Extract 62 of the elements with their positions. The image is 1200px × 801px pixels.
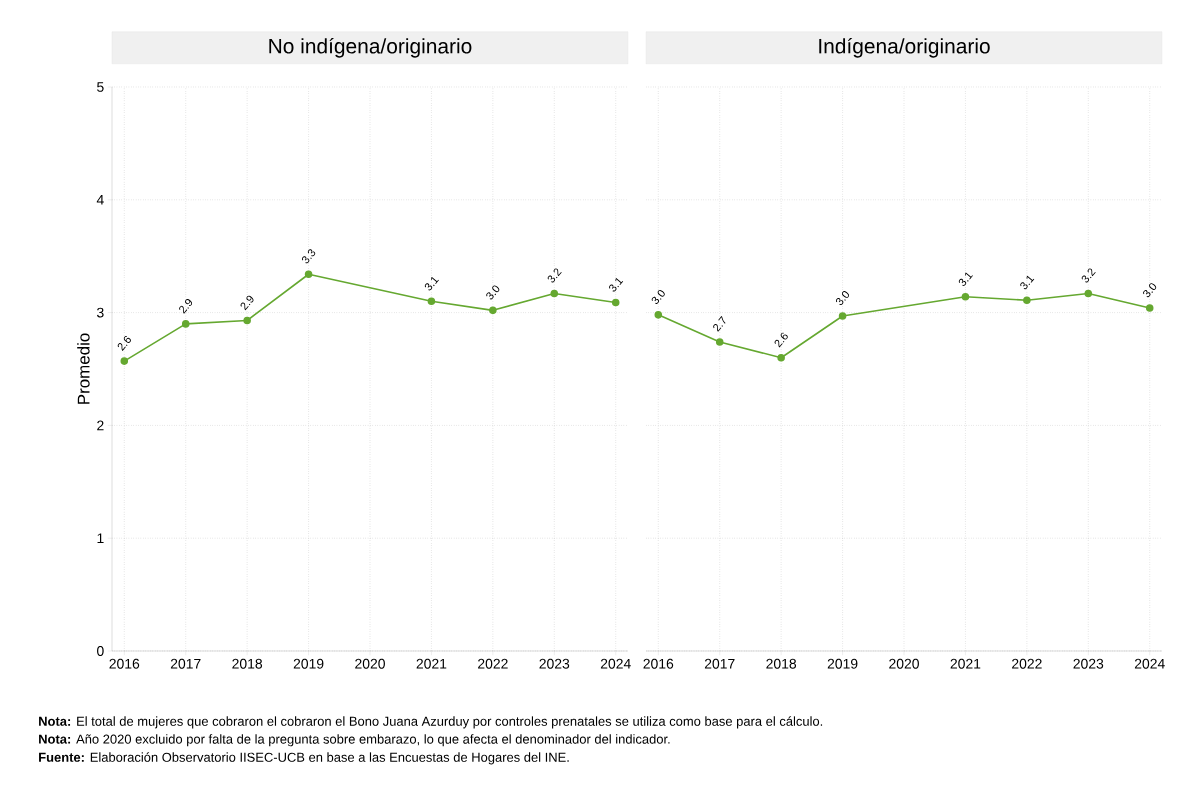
data-label: 3.0 xyxy=(835,291,850,306)
data-label: 2.7 xyxy=(713,316,726,332)
point xyxy=(304,270,313,279)
data-label: 3.1 xyxy=(609,278,624,292)
x-tick-label: 2017 xyxy=(170,658,201,669)
x-tick-label: 2016 xyxy=(109,658,140,669)
y-tick-label: 2 xyxy=(97,420,104,431)
x-tick-label: 2018 xyxy=(766,658,797,669)
x-tick-label: 2016 xyxy=(643,658,674,669)
point xyxy=(120,357,129,365)
y-tick-label: 5 xyxy=(97,82,104,92)
data-label: 3.2 xyxy=(547,268,562,283)
x-tick-label: 2024 xyxy=(1134,658,1165,669)
point xyxy=(654,311,663,319)
y-tick-label: 0 xyxy=(97,646,104,656)
x-tick-label: 2024 xyxy=(600,658,631,669)
data-label: 3.3 xyxy=(301,249,316,264)
data-label: 2.6 xyxy=(117,336,131,351)
y-tick-label: 4 xyxy=(96,195,104,205)
point xyxy=(427,297,436,306)
data-label: 2.9 xyxy=(179,299,193,314)
point xyxy=(1023,296,1031,304)
text: Nota: El total de mujeres que cobraron el cobraron el Bono Juana Azurduy por controles prenatales se utiliza como base para el cálculo. xyxy=(39,716,823,729)
point xyxy=(961,293,970,301)
point xyxy=(550,289,559,298)
x-tick-label: 2023 xyxy=(539,658,570,669)
point xyxy=(777,353,785,362)
x-tick-label: 2018 xyxy=(232,658,263,669)
data-label: 2.9 xyxy=(240,295,254,311)
x-tick-label: 2023 xyxy=(1073,658,1104,669)
x-tick-label: 2020 xyxy=(355,658,385,669)
data-label: 2.6 xyxy=(774,332,788,348)
point xyxy=(611,298,620,307)
x-tick-label: 2021 xyxy=(950,658,981,669)
x-tick-label: 2019 xyxy=(293,658,324,669)
data-label: 3.0 xyxy=(651,289,665,304)
y-tick-label: 1 xyxy=(97,533,104,543)
data-label: 3.0 xyxy=(486,285,500,300)
x-tick-label: 2020 xyxy=(889,658,919,669)
y-axis-title: Promedio xyxy=(77,333,90,404)
chart-title: Indígena/originario xyxy=(819,37,990,58)
y-tick-label: 3 xyxy=(97,307,104,318)
point xyxy=(243,316,251,325)
x-tick-label: 2019 xyxy=(827,658,858,669)
data-label: 3.1 xyxy=(424,276,439,291)
x-tick-label: 2017 xyxy=(704,658,735,669)
data-label: 3.0 xyxy=(1143,283,1157,298)
x-tick-label: 2022 xyxy=(1012,658,1042,669)
point xyxy=(181,320,190,328)
text: Fuente: Elaboración Observatorio IISEC-UCB en base a las Encuestas de Hogares del INE. xyxy=(39,752,569,765)
point xyxy=(838,312,847,320)
x-tick-label: 2022 xyxy=(478,658,508,669)
text: Nota: Año 2020 excluido por falta de la pregunta sobre embarazo, lo que afecta el denominador del indicador. xyxy=(39,734,670,747)
point xyxy=(715,338,724,346)
point xyxy=(489,306,497,315)
data-label: 3.1 xyxy=(958,272,973,286)
x-tick-label: 2021 xyxy=(416,658,447,669)
chart-title: No indígena/originario xyxy=(269,37,472,58)
data-label: 3.2 xyxy=(1081,268,1096,283)
data-label: 3.1 xyxy=(1020,275,1035,290)
point xyxy=(1084,289,1093,298)
point xyxy=(1145,304,1154,312)
